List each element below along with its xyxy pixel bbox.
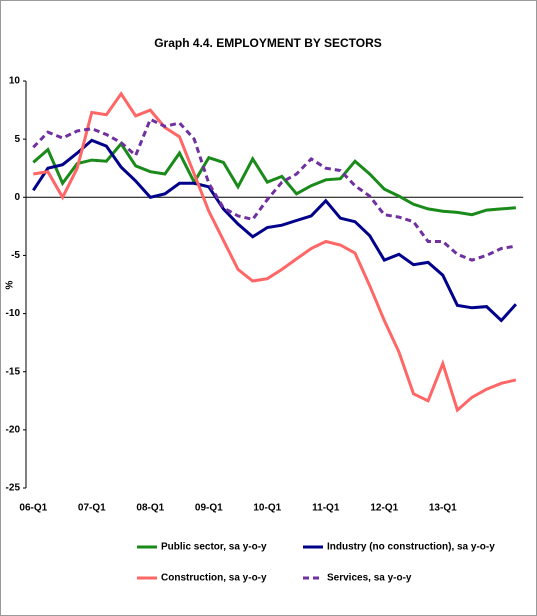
y-tick-label: -15 — [6, 366, 21, 377]
y-tick-label: -10 — [6, 308, 21, 319]
y-tick-label: -5 — [11, 250, 20, 261]
x-tick-label: 07-Q1 — [78, 503, 106, 514]
y-tick-label: -20 — [6, 424, 21, 435]
legend-label: Industry (no construction), sa y-o-y — [327, 542, 495, 553]
x-tick-label: 10-Q1 — [253, 503, 281, 514]
y-tick-label: 10 — [9, 76, 21, 87]
series-line — [32, 141, 517, 217]
y-tick-label: 5 — [14, 134, 20, 145]
series-line — [32, 117, 517, 262]
legend-label: Construction, sa y-o-y — [161, 573, 267, 584]
series-line — [32, 138, 518, 323]
y-axis-label: % — [5, 280, 16, 289]
x-tick-label: 06-Q1 — [19, 503, 47, 514]
x-tick-label: 13-Q1 — [429, 503, 457, 514]
chart-title: Graph 4.4. EMPLOYMENT BY SECTORS — [154, 36, 382, 50]
y-tick-label: 0 — [14, 192, 20, 203]
x-tick-label: 11-Q1 — [312, 503, 340, 514]
series-line — [33, 91, 517, 413]
x-tick-label: 12-Q1 — [370, 503, 398, 514]
legend-label: Services, sa y-o-y — [327, 573, 412, 584]
y-tick-label: -25 — [6, 483, 21, 494]
x-tick-label: 08-Q1 — [136, 503, 164, 514]
legend-label: Public sector, sa y-o-y — [161, 542, 267, 553]
x-tick-label: 09-Q1 — [195, 503, 223, 514]
